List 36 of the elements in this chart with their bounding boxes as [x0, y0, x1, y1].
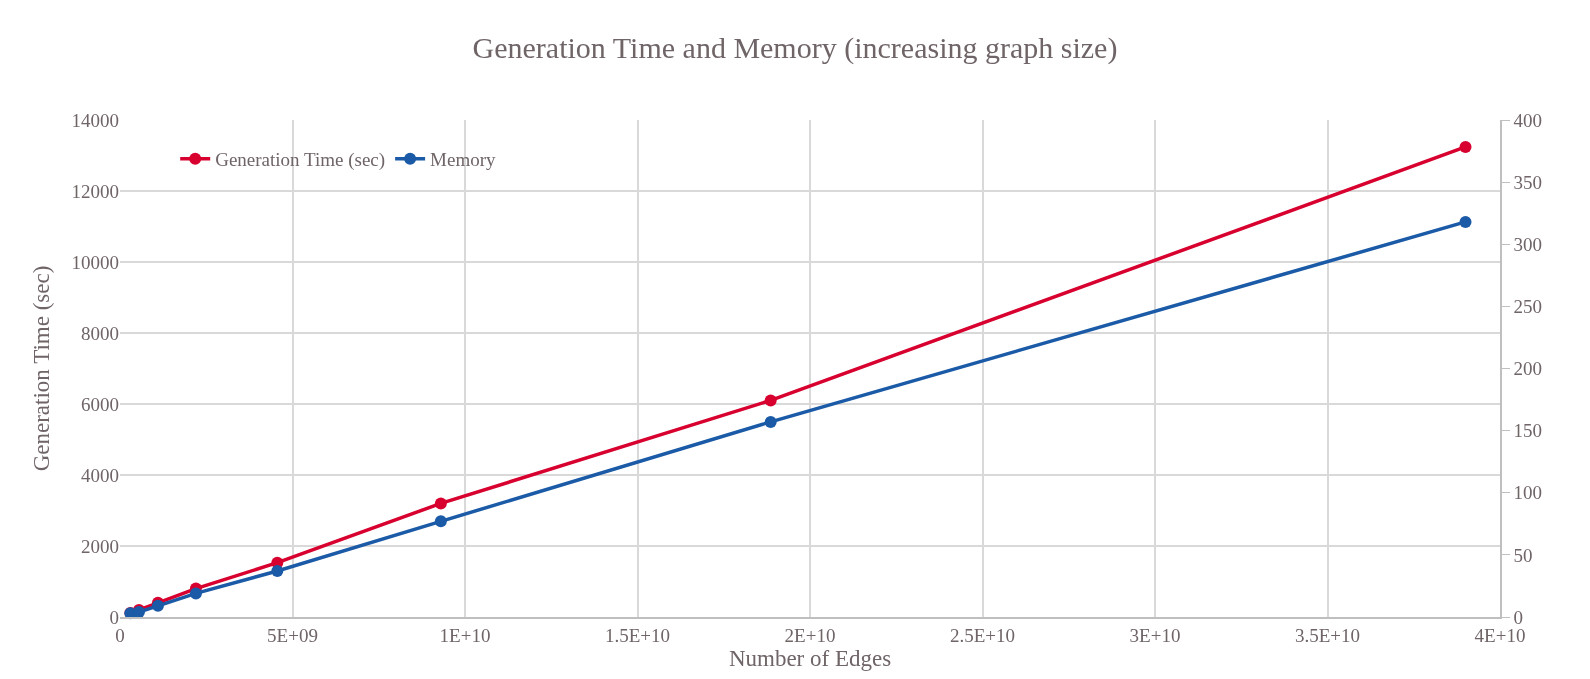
y2-tick-label: 300 — [1513, 233, 1543, 255]
y2-tick-label: 100 — [1513, 482, 1543, 504]
x-tick-label: 2.5E+10 — [949, 624, 1016, 646]
y2-tick-label: 150 — [1513, 420, 1543, 442]
y-tick-label: 4000 — [81, 464, 119, 486]
chart-title: Generation Time and Memory (increasing graph size) — [472, 31, 1118, 66]
y2-tick-label: 200 — [1513, 358, 1543, 380]
x-tick-label: 1.5E+10 — [604, 624, 671, 646]
y-tick-label: 6000 — [81, 393, 119, 415]
legend-label: Memory — [430, 149, 497, 171]
y2-tick-label: 350 — [1513, 171, 1543, 193]
y-tick-label: 12000 — [71, 180, 119, 202]
y-tick-label: 14000 — [71, 109, 119, 131]
y2-tick-label: 250 — [1513, 296, 1543, 318]
point — [271, 565, 284, 578]
point — [189, 587, 202, 600]
y-axis-title: Generation Time (sec) — [28, 265, 54, 472]
point — [1459, 215, 1472, 228]
point — [764, 415, 777, 428]
y-tick-label: 10000 — [71, 251, 119, 273]
y-tick-label: 2000 — [81, 535, 119, 557]
x-tick-label: 5E+09 — [267, 624, 318, 646]
point — [434, 515, 447, 528]
x-axis-title: Number of Edges — [728, 645, 892, 671]
x-tick-label: 3E+10 — [1129, 624, 1181, 646]
point — [764, 394, 777, 407]
y-tick-label: 0 — [109, 606, 119, 628]
y-tick-label: 8000 — [81, 322, 119, 344]
y2-tick-label: 400 — [1513, 109, 1543, 131]
x-tick-label: 3.5E+10 — [1294, 624, 1361, 646]
x-tick-label: 2E+10 — [784, 624, 836, 646]
point — [434, 497, 447, 510]
x-tick-label: 1E+10 — [439, 624, 491, 646]
point — [1459, 140, 1472, 153]
y2-tick-label: 50 — [1513, 544, 1533, 566]
legend-label: Generation Time (sec) — [215, 149, 386, 172]
